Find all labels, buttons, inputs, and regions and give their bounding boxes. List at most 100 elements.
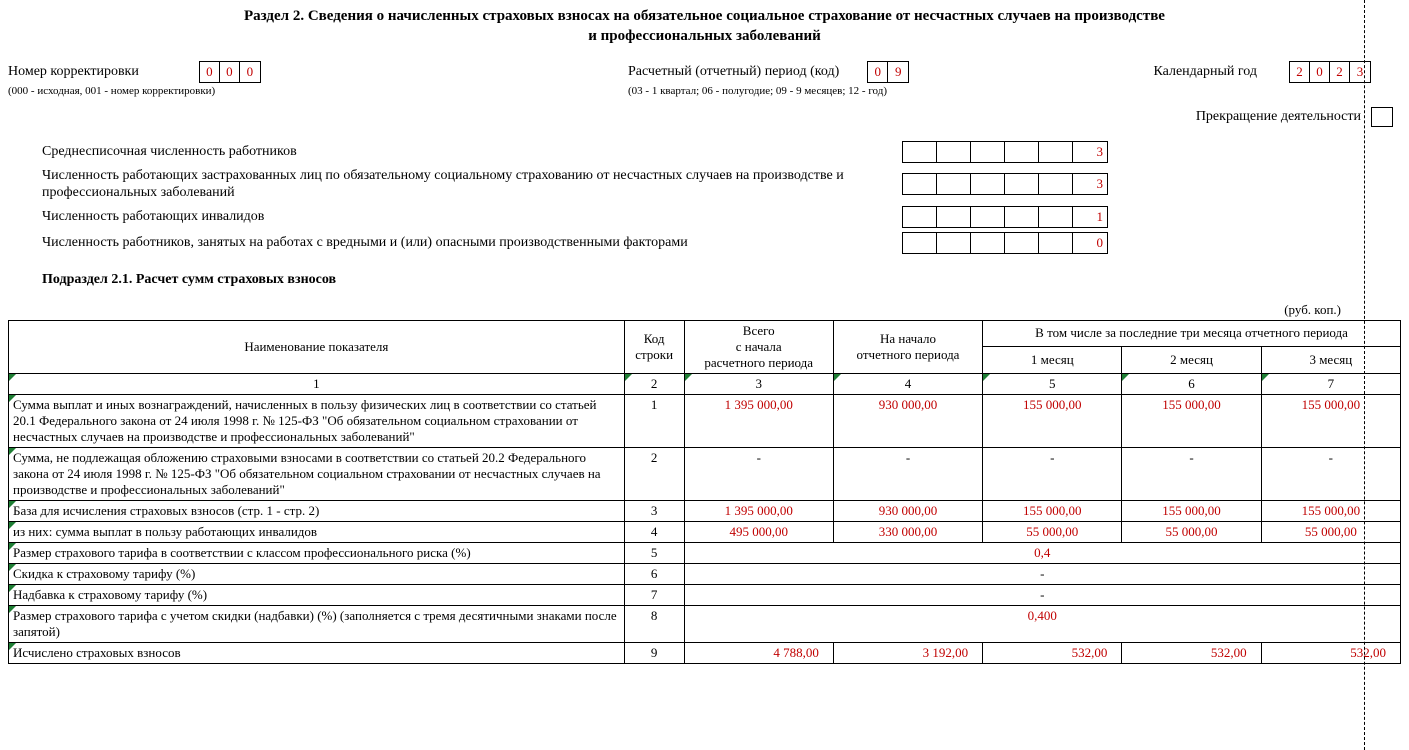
row-value[interactable]: 930 000,00 <box>833 501 982 522</box>
count-row: Численность работающих инвалидов1 <box>8 206 1401 228</box>
title-line-1: Раздел 2. Сведения о начисленных страхов… <box>244 8 1165 24</box>
row-code: 2 <box>624 448 684 501</box>
period-label: Расчетный (отчетный) период (код) <box>628 64 839 80</box>
row-value[interactable]: 532,00 <box>1261 643 1400 664</box>
col-m1: 1 месяц <box>983 347 1122 374</box>
row-name: Размер страхового тарифа с учетом скидки… <box>9 606 625 643</box>
row-merged-value[interactable]: 0,4 <box>684 543 1400 564</box>
count-row: Численность работающих застрахованных ли… <box>8 167 1401 202</box>
row-name: Исчислено страховых взносов <box>9 643 625 664</box>
table-row: Надбавка к страховому тарифу (%)7- <box>9 585 1401 606</box>
calc-table: Наименование показателя Кодстроки Всегос… <box>8 320 1401 665</box>
row-value[interactable]: 155 000,00 <box>983 395 1122 448</box>
count-text: Численность работающих инвалидов <box>42 208 902 226</box>
col-months-group: В том числе за последние три месяца отче… <box>983 320 1401 347</box>
count-row: Среднесписочная численность работников3 <box>8 141 1401 163</box>
col-code: Кодстроки <box>624 320 684 374</box>
row-value[interactable]: 155 000,00 <box>1261 501 1400 522</box>
row-code: 8 <box>624 606 684 643</box>
count-row: Численность работников, занятых на работ… <box>8 232 1401 254</box>
row-value[interactable]: 330 000,00 <box>833 522 982 543</box>
count-text: Численность работников, занятых на работ… <box>42 234 902 252</box>
correction-label: Номер корректировки <box>8 64 139 80</box>
row-code: 5 <box>624 543 684 564</box>
row-value[interactable]: - <box>1122 448 1261 501</box>
row-value[interactable]: 495 000,00 <box>684 522 833 543</box>
row-value[interactable]: - <box>1261 448 1400 501</box>
count-text: Среднесписочная численность работников <box>42 143 902 161</box>
year-cells[interactable]: 2 0 2 3 <box>1289 61 1371 83</box>
count-cells[interactable]: 0 <box>902 232 1108 254</box>
numhdr-6: 6 <box>1122 374 1261 395</box>
count-cells[interactable]: 1 <box>902 206 1108 228</box>
table-row: Размер страхового тарифа с учетом скидки… <box>9 606 1401 643</box>
row-value[interactable]: 930 000,00 <box>833 395 982 448</box>
numhdr-1: 1 <box>9 374 625 395</box>
table-row: из них: сумма выплат в пользу работающих… <box>9 522 1401 543</box>
table-row: Сумма, не подлежащая обложению страховым… <box>9 448 1401 501</box>
table-row: Сумма выплат и иных вознаграждений, начи… <box>9 395 1401 448</box>
termination-checkbox[interactable] <box>1371 107 1393 127</box>
table-row: Исчислено страховых взносов94 788,003 19… <box>9 643 1401 664</box>
numhdr-4: 4 <box>833 374 982 395</box>
correction-cells[interactable]: 0 0 0 <box>199 61 261 83</box>
row-value[interactable]: 155 000,00 <box>1122 501 1261 522</box>
row-code: 4 <box>624 522 684 543</box>
row-value[interactable]: 4 788,00 <box>684 643 833 664</box>
counts-block: Среднесписочная численность работников3Ч… <box>8 141 1401 254</box>
termination-label: Прекращение деятельности <box>1196 109 1361 125</box>
col-total: Всегос началарасчетного периода <box>684 320 833 374</box>
numhdr-5: 5 <box>983 374 1122 395</box>
row-value[interactable]: - <box>983 448 1122 501</box>
year-label: Календарный год <box>1153 64 1257 80</box>
row-value[interactable]: 155 000,00 <box>1122 395 1261 448</box>
col-m3: 3 месяц <box>1261 347 1400 374</box>
units-label: (руб. коп.) <box>8 302 1341 318</box>
count-cells[interactable]: 3 <box>902 141 1108 163</box>
section-title: Раздел 2. Сведения о начисленных страхов… <box>8 6 1401 47</box>
row-name: Сумма выплат и иных вознаграждений, начи… <box>9 395 625 448</box>
row-merged-value[interactable]: - <box>684 585 1400 606</box>
row-value[interactable]: 155 000,00 <box>1261 395 1400 448</box>
correction-hint: (000 - исходная, 001 - номер корректиров… <box>8 85 568 97</box>
table-row: Скидка к страховому тарифу (%)6- <box>9 564 1401 585</box>
numhdr-3: 3 <box>684 374 833 395</box>
col-start: На началоотчетного периода <box>833 320 982 374</box>
row-merged-value[interactable]: 0,400 <box>684 606 1400 643</box>
row-value[interactable]: 532,00 <box>983 643 1122 664</box>
row-value[interactable]: 55 000,00 <box>1261 522 1400 543</box>
count-cells[interactable]: 3 <box>902 173 1108 195</box>
row-value[interactable]: 55 000,00 <box>983 522 1122 543</box>
numhdr-2: 2 <box>624 374 684 395</box>
col-m2: 2 месяц <box>1122 347 1261 374</box>
period-hint: (03 - 1 квартал; 06 - полугодие; 09 - 9 … <box>628 85 1048 97</box>
row-value[interactable]: - <box>684 448 833 501</box>
row-code: 6 <box>624 564 684 585</box>
row-name: из них: сумма выплат в пользу работающих… <box>9 522 625 543</box>
row-merged-value[interactable]: - <box>684 564 1400 585</box>
row-name: Скидка к страховому тарифу (%) <box>9 564 625 585</box>
row-value[interactable]: 1 395 000,00 <box>684 395 833 448</box>
numhdr-7: 7 <box>1261 374 1400 395</box>
row-value[interactable]: 3 192,00 <box>833 643 982 664</box>
row-code: 9 <box>624 643 684 664</box>
table-row: Размер страхового тарифа в соответствии … <box>9 543 1401 564</box>
period-cells[interactable]: 0 9 <box>867 61 909 83</box>
row-name: Надбавка к страховому тарифу (%) <box>9 585 625 606</box>
row-name: Размер страхового тарифа в соответствии … <box>9 543 625 564</box>
row-code: 7 <box>624 585 684 606</box>
row-value[interactable]: 155 000,00 <box>983 501 1122 522</box>
row-code: 1 <box>624 395 684 448</box>
row-name: Сумма, не подлежащая обложению страховым… <box>9 448 625 501</box>
title-line-2: и профессиональных заболеваний <box>588 28 821 44</box>
col-name: Наименование показателя <box>9 320 625 374</box>
row-value[interactable]: 532,00 <box>1122 643 1261 664</box>
row-name: База для исчисления страховых взносов (с… <box>9 501 625 522</box>
table-row: База для исчисления страховых взносов (с… <box>9 501 1401 522</box>
row-value[interactable]: 55 000,00 <box>1122 522 1261 543</box>
row-value[interactable]: 1 395 000,00 <box>684 501 833 522</box>
row-value[interactable]: - <box>833 448 982 501</box>
count-text: Численность работающих застрахованных ли… <box>42 167 902 202</box>
subsection-title: Подраздел 2.1. Расчет сумм страховых взн… <box>42 272 1401 288</box>
row-code: 3 <box>624 501 684 522</box>
